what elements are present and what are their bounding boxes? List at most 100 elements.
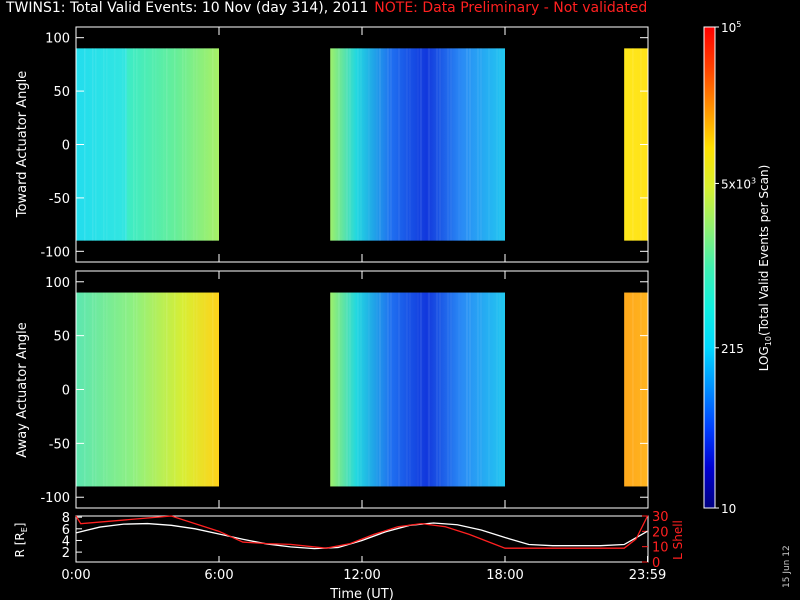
texture-stripe bbox=[163, 292, 165, 487]
r-ylabel-sub: E bbox=[20, 527, 29, 532]
colorbar-label-base: 10 bbox=[721, 21, 736, 35]
texture-stripe bbox=[447, 48, 449, 241]
texture-stripe bbox=[114, 292, 116, 487]
texture-stripe bbox=[428, 292, 430, 487]
ytick-label: 50 bbox=[53, 85, 70, 100]
texture-stripe bbox=[398, 292, 400, 487]
colorbar-label-base: 215 bbox=[721, 342, 744, 356]
texture-stripe bbox=[417, 292, 419, 487]
texture-stripe bbox=[166, 292, 168, 487]
texture-stripe bbox=[360, 292, 362, 487]
ytick-label: -100 bbox=[40, 491, 70, 506]
texture-stripe bbox=[193, 292, 195, 487]
texture-stripe bbox=[136, 48, 138, 241]
texture-stripe bbox=[155, 292, 157, 487]
texture-stripe bbox=[92, 292, 94, 487]
texture-stripe bbox=[624, 48, 626, 241]
texture-stripe bbox=[185, 48, 187, 241]
texture-stripe bbox=[125, 292, 127, 487]
ytick-label: 100 bbox=[45, 32, 70, 47]
texture-stripe bbox=[144, 292, 146, 487]
texture-stripe bbox=[182, 292, 184, 487]
r-series-line bbox=[75, 522, 648, 550]
texture-stripe bbox=[92, 48, 94, 241]
texture-stripe bbox=[360, 48, 362, 241]
texture-stripe bbox=[499, 292, 501, 487]
colorbar-title-log: LOG bbox=[757, 346, 771, 371]
toward-ylabel: Toward Actuator Angle bbox=[15, 71, 30, 218]
texture-stripe bbox=[398, 48, 400, 241]
chart-title: TWINS1: Total Valid Events: 10 Nov (day … bbox=[6, 0, 647, 16]
texture-stripe bbox=[338, 48, 340, 241]
texture-stripe bbox=[368, 48, 370, 241]
texture-stripe bbox=[417, 48, 419, 241]
texture-stripe bbox=[182, 48, 184, 241]
texture-stripe bbox=[114, 48, 116, 241]
texture-stripe bbox=[409, 292, 411, 487]
ytick-label: 100 bbox=[45, 276, 70, 291]
data-segment bbox=[624, 292, 648, 487]
texture-stripe bbox=[420, 48, 422, 241]
texture-stripe bbox=[458, 292, 460, 487]
texture-stripe bbox=[387, 48, 389, 241]
texture-stripe bbox=[499, 48, 501, 241]
texture-stripe bbox=[106, 48, 108, 241]
texture-stripe bbox=[436, 292, 438, 487]
texture-stripe bbox=[204, 48, 206, 241]
texture-stripe bbox=[390, 48, 392, 241]
texture-stripe bbox=[212, 292, 214, 487]
r-tick-label: 6 bbox=[62, 523, 70, 538]
data-segment bbox=[76, 48, 219, 241]
texture-stripe bbox=[469, 292, 471, 487]
away-panel: 100 50 0 -50 -100 bbox=[40, 270, 649, 509]
texture-stripe bbox=[376, 292, 378, 487]
texture-stripe bbox=[477, 48, 479, 241]
texture-stripe bbox=[174, 292, 176, 487]
texture-stripe bbox=[103, 48, 105, 241]
texture-stripe bbox=[152, 48, 154, 241]
texture-stripe bbox=[458, 48, 460, 241]
texture-stripe bbox=[357, 48, 359, 241]
texture-stripe bbox=[174, 48, 176, 241]
colorbar-title-sub: 10 bbox=[764, 336, 773, 346]
ytick-label: 0 bbox=[62, 384, 70, 399]
texture-stripe bbox=[466, 292, 468, 487]
texture-stripe bbox=[349, 48, 351, 241]
colorbar-label: 215 bbox=[721, 342, 744, 356]
texture-stripe bbox=[379, 292, 381, 487]
xtick-label: 0:00 bbox=[61, 568, 90, 583]
colorbar-label: 5x103 bbox=[721, 176, 756, 191]
away-ylabel: Away Actuator Angle bbox=[15, 322, 30, 457]
texture-stripe bbox=[390, 292, 392, 487]
colorbar-label: 10 bbox=[721, 502, 736, 516]
texture-stripe bbox=[488, 48, 490, 241]
lshell-tick-label: 30 bbox=[652, 510, 669, 525]
texture-stripe bbox=[95, 48, 97, 241]
orbit-xlabel: Time (UT) bbox=[329, 587, 394, 600]
ytick-label: -100 bbox=[40, 245, 70, 260]
texture-stripe bbox=[477, 292, 479, 487]
xtick-label: 23:59 bbox=[629, 568, 666, 583]
texture-stripe bbox=[488, 292, 490, 487]
title-main: TWINS1: Total Valid Events: 10 Nov (day … bbox=[6, 0, 369, 16]
texture-stripe bbox=[185, 292, 187, 487]
lshell-series-line bbox=[75, 515, 649, 549]
texture-stripe bbox=[103, 292, 105, 487]
data-segment bbox=[624, 48, 648, 241]
texture-stripe bbox=[122, 48, 124, 241]
colorbar-label-base: 10 bbox=[721, 502, 736, 516]
texture-stripe bbox=[330, 292, 332, 487]
colorbar-rect bbox=[703, 26, 716, 509]
texture-stripe bbox=[466, 48, 468, 241]
texture-stripe bbox=[152, 292, 154, 487]
texture-stripe bbox=[84, 48, 86, 241]
texture-stripe bbox=[406, 292, 408, 487]
texture-stripe bbox=[163, 48, 165, 241]
texture-stripe bbox=[624, 292, 626, 487]
texture-stripe bbox=[346, 292, 348, 487]
ytick-label: -50 bbox=[49, 437, 70, 452]
date-stamp: 15 Jun 12 bbox=[782, 545, 792, 588]
